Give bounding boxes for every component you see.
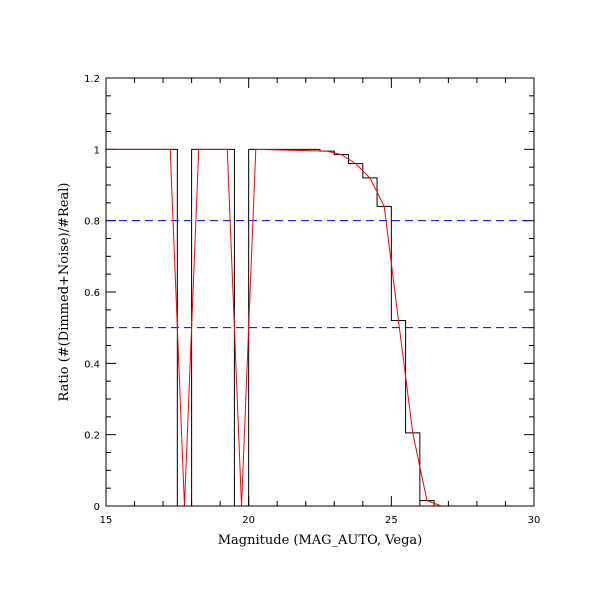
y-tick-label: 0.4 (84, 359, 100, 370)
y-tick-label: 1 (94, 145, 100, 156)
x-axis-label: Magnitude (MAG_AUTO, Vega) (218, 533, 423, 548)
fit-curve-line (106, 148, 534, 507)
y-axis-label: Ratio (#(Dimmed+Noise)/#Real) (57, 183, 72, 402)
x-tick-label: 15 (100, 515, 113, 526)
x-tick-label: 25 (385, 515, 398, 526)
x-tick-label: 30 (528, 515, 541, 526)
plot-frame (105, 77, 535, 507)
y-tick-label: 0.2 (84, 431, 100, 442)
reference-lines (106, 220, 534, 329)
x-tick-label: 20 (242, 515, 255, 526)
y-tick-label: 0.8 (84, 217, 100, 228)
y-tick-label: 0.6 (84, 288, 100, 299)
y-tick-label: 1.2 (84, 74, 100, 85)
tick-labels: 15 20 25 30 0 0.2 0.4 0.6 0.8 1 1.2 (84, 74, 540, 526)
axis-ticks (105, 77, 535, 507)
series-layer (106, 148, 534, 507)
y-tick-label: 0 (94, 502, 100, 513)
